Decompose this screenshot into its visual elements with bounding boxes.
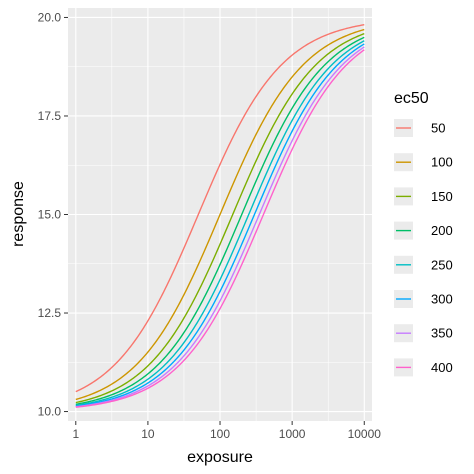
y-tick-label: 12.5 [38, 306, 62, 320]
series-line-ec50-350 [75, 46, 365, 408]
legend-label: 250 [431, 257, 453, 272]
series-line-ec50-150 [75, 32, 365, 404]
legend-item: 350 [394, 324, 453, 343]
series-line-ec50-100 [75, 28, 365, 401]
series-line-ec50-400 [75, 49, 365, 408]
legend-title: ec50 [394, 90, 429, 107]
legend-label: 300 [431, 292, 453, 307]
x-tick-label: 10 [141, 427, 155, 441]
legend-label: 100 [431, 155, 453, 170]
legend-label: 350 [431, 326, 453, 341]
series-line-ec50-200 [75, 36, 365, 405]
legend-label: 50 [431, 121, 445, 136]
legend-item: 400 [394, 358, 453, 377]
x-axis-title: exposure [187, 449, 253, 466]
legend-item: 250 [394, 255, 453, 274]
legend-item: 50 [394, 119, 445, 137]
y-tick-label: 17.5 [38, 109, 62, 123]
series-line-ec50-250 [75, 40, 365, 407]
legend: ec50 50 100 150 200 250 300 350 400 [394, 90, 453, 377]
y-tick-label: 10.0 [38, 405, 62, 419]
legend-item: 300 [394, 290, 453, 308]
y-axis-title: response [10, 181, 27, 247]
x-axis-ticks: 1 10 100 1000 10000 [72, 421, 381, 441]
y-tick-label: 20.0 [38, 10, 62, 24]
x-tick-label: 10000 [348, 427, 382, 441]
legend-item: 100 [394, 153, 453, 172]
legend-items: 50 100 150 200 250 300 350 400 [394, 119, 453, 377]
x-tick-label: 1 [72, 427, 79, 441]
legend-item: 150 [394, 187, 453, 206]
series-lines [75, 24, 365, 408]
legend-label: 400 [431, 360, 453, 375]
series-line-ec50-300 [75, 43, 365, 407]
series-line-ec50-50 [75, 24, 365, 393]
y-tick-label: 15.0 [38, 208, 62, 222]
legend-label: 150 [431, 189, 453, 204]
x-tick-label: 100 [210, 427, 230, 441]
legend-item: 200 [394, 221, 453, 240]
x-tick-label: 1000 [279, 427, 306, 441]
y-axis-ticks: 10.0 12.5 15.0 17.5 20.0 [38, 10, 68, 419]
legend-label: 200 [431, 223, 453, 238]
